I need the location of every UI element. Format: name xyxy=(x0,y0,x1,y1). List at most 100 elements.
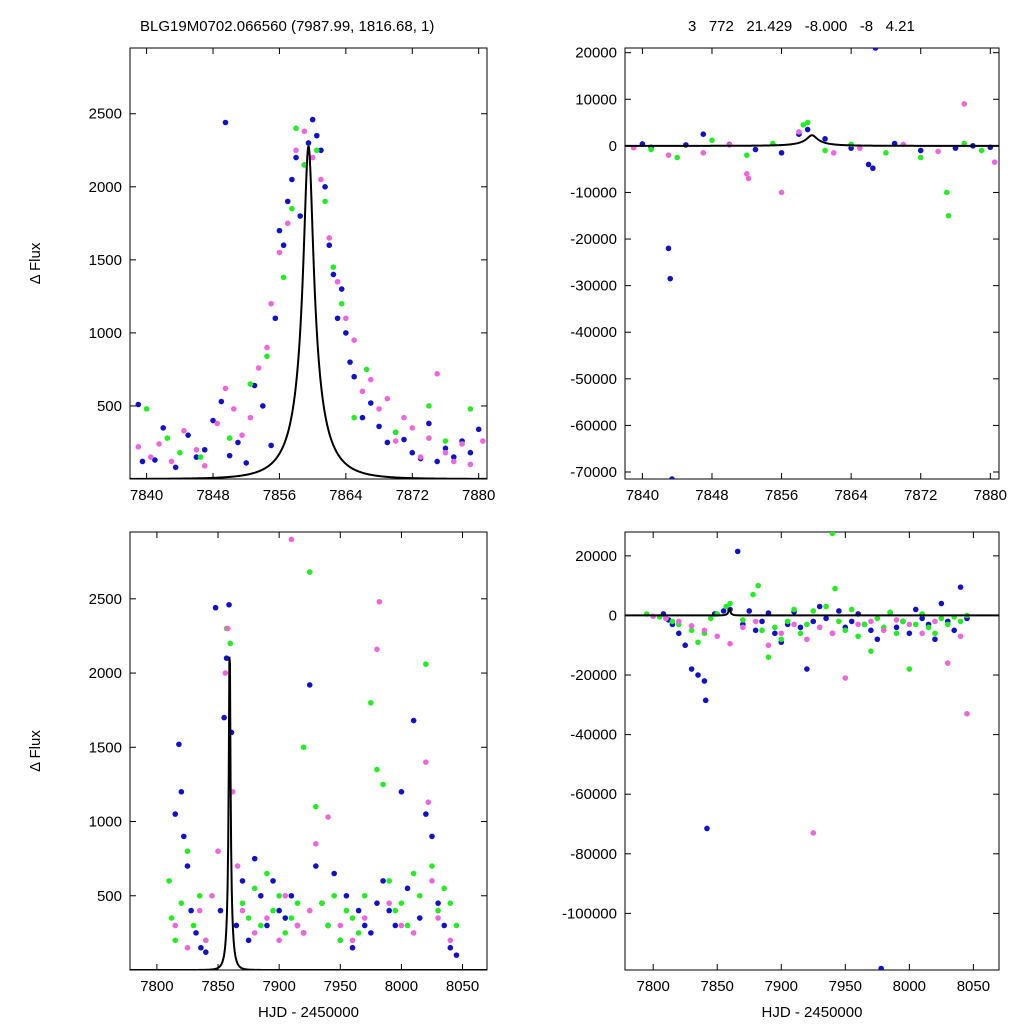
data-point-magenta xyxy=(409,425,416,431)
x-tick-label: 7900 xyxy=(262,978,295,995)
data-point-magenta xyxy=(222,670,229,676)
data-point-blue xyxy=(314,132,320,139)
data-point-blue xyxy=(212,604,219,611)
data-point-blue xyxy=(398,789,405,795)
data-point-green xyxy=(276,892,282,899)
data-point-green xyxy=(453,922,460,929)
data-point-green xyxy=(978,147,985,154)
data-point-blue xyxy=(682,642,688,649)
data-point-green xyxy=(226,435,233,441)
data-point-magenta xyxy=(429,878,435,884)
data-point-magenta xyxy=(376,406,382,412)
data-point-magenta xyxy=(842,675,849,681)
data-point-magenta xyxy=(172,922,179,929)
data-point-green xyxy=(270,907,276,914)
data-point-green xyxy=(197,454,204,460)
data-point-blue xyxy=(235,439,241,446)
data-point-magenta xyxy=(230,406,237,412)
data-point-blue xyxy=(184,863,191,869)
data-point-green xyxy=(755,582,762,589)
data-point-blue xyxy=(282,915,289,921)
x-axis-label: HJD - 2450000 xyxy=(762,1004,863,1021)
data-point-blue xyxy=(347,359,353,365)
data-point-blue xyxy=(759,618,765,625)
y-tick-label: -40000 xyxy=(570,727,617,744)
data-point-blue xyxy=(176,741,182,748)
data-point-green xyxy=(143,406,150,412)
panels: 7840 7848 7856 7864 7872 7880 500 1000 1500 2000 2… xyxy=(27,45,1007,1021)
data-point-green xyxy=(361,892,368,899)
data-point-magenta xyxy=(325,814,331,820)
data-point-blue xyxy=(874,636,881,643)
data-point-magenta xyxy=(435,915,441,921)
data-point-green xyxy=(836,618,842,625)
right-title: 3 772 21.429 -8.000 -8 4.21 xyxy=(688,18,915,35)
x-tick-label: 7864 xyxy=(329,487,362,504)
data-point-blue xyxy=(848,618,855,625)
y-axis-label: Δ Flux xyxy=(27,242,44,284)
data-point-green xyxy=(778,636,785,643)
y-tick-label: -50000 xyxy=(570,371,617,388)
data-point-green xyxy=(887,609,893,616)
y-tick-label: 0 xyxy=(609,607,617,624)
panel-bottom-left: 7800 7850 7900 7950 8000 8050 500 1000 1500 2000 2… xyxy=(27,531,488,1021)
data-point-magenta xyxy=(293,147,299,154)
data-point-blue xyxy=(810,618,817,625)
x-tick-label: 7856 xyxy=(765,487,798,504)
y-tick-label: 2000 xyxy=(89,665,122,682)
data-point-blue xyxy=(804,126,811,133)
data-point-magenta xyxy=(306,907,313,914)
data-point-green xyxy=(810,608,817,614)
data-point-magenta xyxy=(442,449,449,456)
data-point-green xyxy=(386,878,392,884)
data-point-magenta xyxy=(318,176,324,183)
y-tick-label: 2000 xyxy=(89,179,122,196)
data-point-magenta xyxy=(944,660,951,666)
data-point-magenta xyxy=(343,315,349,322)
data-point-blue xyxy=(203,949,209,955)
data-point-magenta xyxy=(727,640,733,647)
data-point-green xyxy=(441,885,448,892)
data-point-green xyxy=(648,146,654,153)
data-point-magenta xyxy=(480,438,486,444)
x-tick-label: 7850 xyxy=(701,978,734,995)
data-point-blue xyxy=(870,165,876,172)
data-point-green xyxy=(289,205,295,212)
data-point-magenta xyxy=(459,441,465,447)
data-point-blue xyxy=(185,432,191,438)
data-point-green xyxy=(164,435,171,441)
x-tick-label: 8050 xyxy=(957,978,990,995)
data-point-magenta xyxy=(193,446,200,453)
data-point-green xyxy=(392,429,399,436)
data-point-green xyxy=(944,621,951,628)
data-point-green xyxy=(363,366,370,373)
data-point-magenta xyxy=(222,385,229,392)
data-point-blue xyxy=(429,833,435,840)
data-point-blue xyxy=(245,937,252,944)
data-point-magenta xyxy=(288,536,295,543)
data-point-blue xyxy=(822,136,828,142)
data-point-blue xyxy=(223,655,230,662)
data-point-green xyxy=(338,300,345,307)
data-point-magenta xyxy=(796,129,802,135)
data-point-magenta xyxy=(714,633,721,640)
data-point-green xyxy=(957,618,964,625)
data-point-magenta xyxy=(401,414,407,421)
data-point-green xyxy=(190,922,197,929)
panel-bottom-right: 7800 7850 7900 7950 8000 8050 20000 0 -20000 -400… xyxy=(562,531,1000,1021)
data-point-green xyxy=(925,624,932,631)
data-point-blue xyxy=(272,315,279,322)
data-point-blue xyxy=(172,464,179,471)
data-point-magenta xyxy=(688,623,695,629)
data-point-green xyxy=(435,907,441,914)
data-point-blue xyxy=(734,548,741,555)
data-point-magenta xyxy=(778,189,785,196)
data-point-green xyxy=(723,603,729,610)
data-point-blue xyxy=(217,907,224,914)
data-point-blue xyxy=(260,403,266,409)
data-point-magenta xyxy=(209,892,215,899)
data-point-blue xyxy=(233,922,240,929)
data-point-blue xyxy=(704,825,710,832)
data-point-blue xyxy=(276,907,282,914)
data-point-magenta xyxy=(255,365,262,371)
